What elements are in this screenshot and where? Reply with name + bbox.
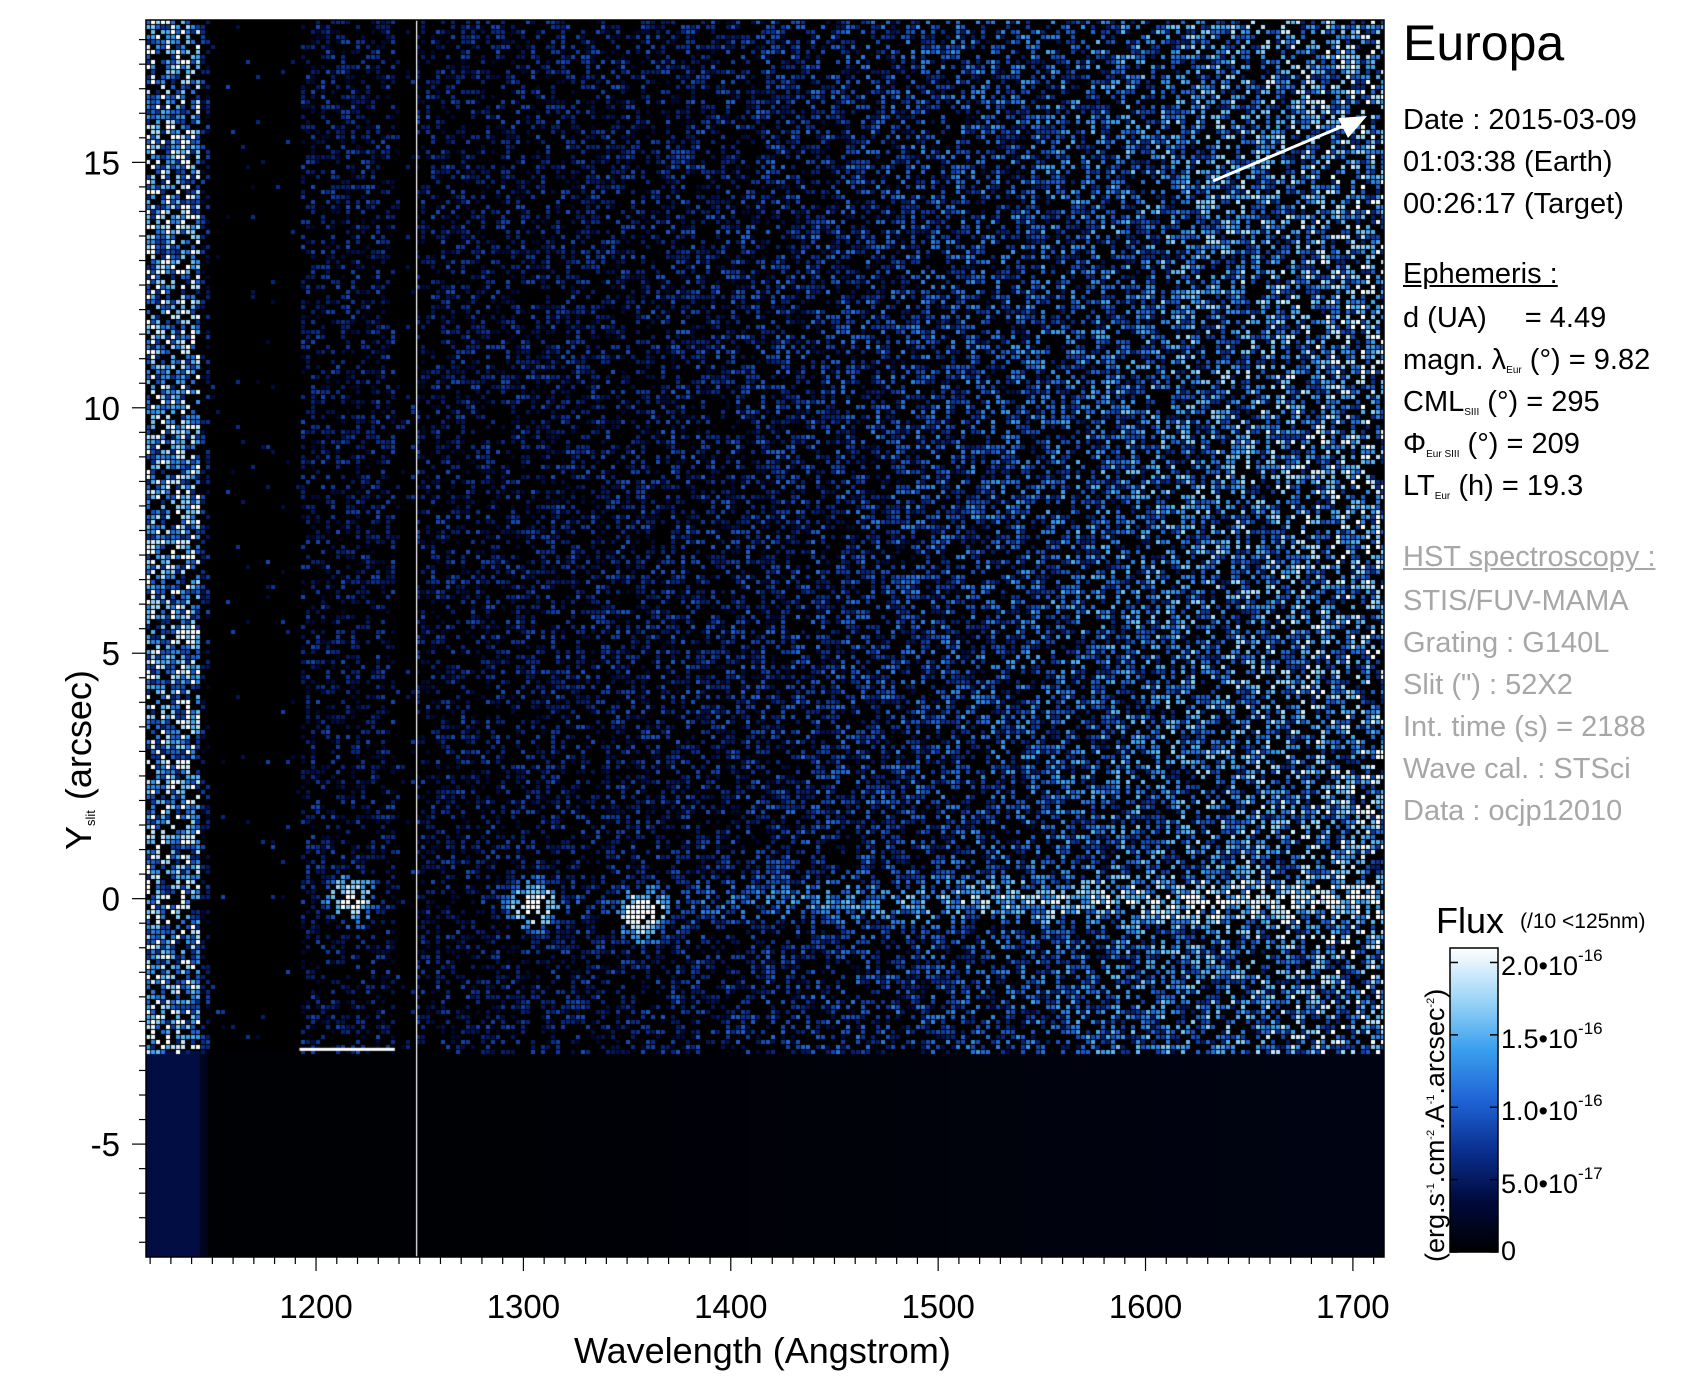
lt-value: (h) = 19.3 <box>1450 470 1584 502</box>
lt-label: LT <box>1403 470 1435 502</box>
colorbar-note: (/10 <125nm) <box>1520 910 1646 933</box>
heatmap-image <box>146 20 1384 1257</box>
ephemeris-local-time: LTEur (h) = 19.3 <box>1403 470 1583 503</box>
phase-label: Φ <box>1403 428 1427 460</box>
x-tick-label: 1700 <box>1316 1288 1389 1325</box>
colorbar-title: Flux <box>1436 900 1505 941</box>
instrument: STIS/FUV-MAMA <box>1403 585 1629 617</box>
ephemeris-magnetic-latitude: magn. λEur (°) = 9.82 <box>1403 344 1650 377</box>
phase-sub: Eur SIII <box>1426 449 1460 460</box>
plot-frame <box>145 19 1385 1258</box>
direction-arrow-shaft <box>1212 122 1349 183</box>
x-tick-label: 1600 <box>1109 1288 1182 1325</box>
colorbar-tick-label: 1.0•10-16 <box>1501 1091 1603 1127</box>
data-id: Data : ocjp12010 <box>1403 795 1623 827</box>
time-target: 00:26:17 (Target) <box>1403 188 1624 220</box>
magn-lat-sub: Eur <box>1506 365 1522 376</box>
hst-header: HST spectroscopy : <box>1403 541 1656 573</box>
ephemeris-header: Ephemeris : <box>1403 258 1558 290</box>
cml-label: CML <box>1403 386 1465 418</box>
colorbar-tick-label: 2.0•10-16 <box>1501 946 1603 982</box>
x-tick-label: 1400 <box>694 1288 767 1325</box>
lt-sub: Eur <box>1434 491 1451 502</box>
colorbar-tick-label: 1.5•10-16 <box>1501 1018 1603 1054</box>
y-tick-label: 0 <box>102 881 120 918</box>
magn-lat-label: magn. λ <box>1403 344 1507 376</box>
ephemeris-distance-value: = 4.49 <box>1524 302 1607 334</box>
colorbar-tick-label: 0 <box>1501 1236 1517 1266</box>
ephemeris-distance: d (UA) = 4.49 <box>1403 302 1606 335</box>
ephemeris-phase: ΦEur SIII (°) = 209 <box>1403 428 1580 461</box>
cml-value: (°) = 295 <box>1479 386 1600 418</box>
target-title: Europa <box>1403 15 1565 71</box>
x-tick-label: 1500 <box>901 1288 974 1325</box>
ephemeris-cml: CMLSIII (°) = 295 <box>1403 386 1600 419</box>
wave-calibration: Wave cal. : STSci <box>1403 753 1631 785</box>
heatmap-layer <box>146 20 1384 1257</box>
y-tick-label: -5 <box>91 1126 120 1163</box>
time-earth: 01:03:38 (Earth) <box>1403 146 1613 178</box>
ephemeris-distance-label: d (UA) <box>1403 302 1487 334</box>
axes-layer: 1200 1300 1400 1500 1600 1700 -5 0 5 10 15 <box>83 19 1390 1325</box>
grating: Grating : G140L <box>1403 627 1610 659</box>
colorbar <box>1449 947 1499 1253</box>
colorbar-tick-label: 5.0•10-17 <box>1501 1163 1603 1199</box>
y-tick-label: 10 <box>83 390 120 427</box>
colorbar-layer <box>1449 947 1499 1253</box>
colorbar-units-label: (erg.s-1.cm-2.A-1.arcsec-2) <box>1420 988 1450 1262</box>
integration-time: Int. time (s) = 2188 <box>1403 711 1646 743</box>
y-axis-label: Yslit (arcsec) <box>58 670 99 850</box>
phase-value: (°) = 209 <box>1459 428 1580 460</box>
slit: Slit (") : 52X2 <box>1403 669 1573 701</box>
y-tick-label: 15 <box>83 144 120 181</box>
cml-sub: SIII <box>1464 407 1480 418</box>
magn-lat-value: (°) = 9.82 <box>1521 344 1651 376</box>
direction-arrow-head <box>1338 116 1367 138</box>
y-tick-label: 5 <box>102 635 120 672</box>
x-tick-label: 1300 <box>487 1288 560 1325</box>
observation-date: Date : 2015-03-09 <box>1403 104 1637 136</box>
x-axis-label: Wavelength (Angstrom) <box>574 1330 951 1371</box>
x-tick-label: 1200 <box>279 1288 352 1325</box>
